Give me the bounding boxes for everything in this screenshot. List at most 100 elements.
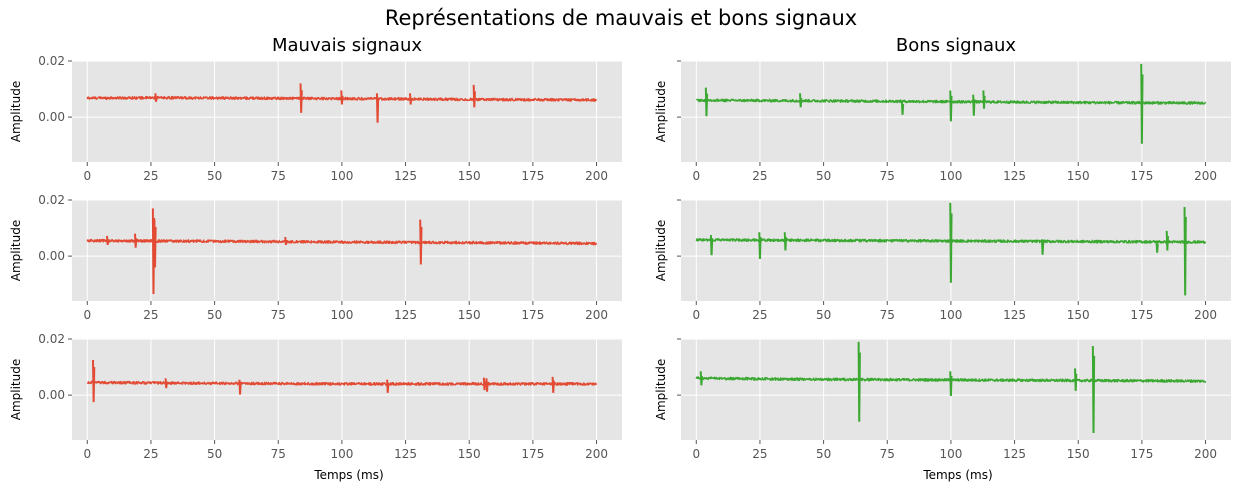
signal-spike <box>949 90 953 122</box>
signal-spike <box>134 233 138 248</box>
y-axis-label: Amplitude <box>654 81 668 143</box>
y-axis-label: Amplitude <box>9 220 23 282</box>
x-tick-label: 50 <box>816 169 831 183</box>
plot-area <box>72 339 622 440</box>
y-axis-label: Amplitude <box>9 359 23 421</box>
signal-spike <box>972 94 976 116</box>
x-tick-label: 0 <box>83 447 91 461</box>
y-axis-label: Amplitude <box>654 359 668 421</box>
x-axis-label: Temps (ms) <box>313 468 383 482</box>
x-tick-label: 0 <box>692 447 700 461</box>
plot-area <box>681 200 1231 301</box>
x-tick-label: 50 <box>207 308 222 322</box>
y-tick-label: 0.02 <box>38 54 65 68</box>
x-tick-label: 25 <box>752 308 767 322</box>
x-tick-label: 50 <box>207 169 222 183</box>
x-axis-label: Temps (ms) <box>922 468 992 482</box>
x-tick-label: 200 <box>1194 169 1217 183</box>
x-tick-label: 200 <box>1194 447 1217 461</box>
panel-bad-1: 0 25 50 75 100 125 150 175 200 0.00 0.02 Amplitude <box>9 54 622 183</box>
signal-spike <box>238 379 242 395</box>
x-tick-label: 200 <box>585 308 608 322</box>
y-tick-label: 0.00 <box>38 110 65 124</box>
signal-spike <box>949 371 953 396</box>
y-tick-label: 0.00 <box>38 388 65 402</box>
signal-spike <box>419 219 423 265</box>
y-axis-label: Amplitude <box>9 81 23 143</box>
signal-spike <box>299 83 303 113</box>
x-tick-label: 175 <box>521 447 544 461</box>
signal-spike <box>1165 230 1169 251</box>
y-tick-label: 0.00 <box>38 249 65 263</box>
signal-spike <box>857 341 861 422</box>
x-tick-label: 25 <box>752 169 767 183</box>
x-tick-label: 75 <box>880 308 895 322</box>
signal-spike <box>409 93 413 105</box>
x-tick-label: 100 <box>330 308 353 322</box>
signal-spike <box>699 371 704 386</box>
x-tick-label: 200 <box>585 169 608 183</box>
x-tick-label: 125 <box>394 447 417 461</box>
x-tick-label: 100 <box>939 447 962 461</box>
signal-spike <box>154 93 158 102</box>
signal-spike <box>284 236 288 246</box>
x-tick-label: 100 <box>330 169 353 183</box>
signal-spike <box>386 379 390 393</box>
signal-spike <box>92 360 96 403</box>
x-tick-label: 125 <box>1003 447 1026 461</box>
signal-spike <box>799 93 803 108</box>
signal-spike <box>783 232 788 251</box>
signal-spike <box>375 93 380 123</box>
x-tick-label: 175 <box>521 169 544 183</box>
plot-area <box>681 339 1231 440</box>
x-tick-label: 75 <box>271 169 286 183</box>
signal-spike <box>758 232 762 259</box>
signal-spike <box>709 235 714 256</box>
y-tick-label: 0.02 <box>38 193 65 207</box>
signal-spike <box>1091 346 1096 433</box>
signal-spike <box>1155 240 1159 253</box>
signal-spike <box>704 87 709 117</box>
plot-area <box>72 200 622 301</box>
x-tick-label: 0 <box>692 308 700 322</box>
signal-spike <box>949 202 953 283</box>
x-tick-label: 75 <box>271 308 286 322</box>
plot-area <box>681 61 1231 162</box>
signal-spike <box>340 90 344 105</box>
column-title-bad: Mauvais signaux <box>271 35 423 56</box>
x-tick-label: 75 <box>271 447 286 461</box>
x-tick-label: 50 <box>816 447 831 461</box>
x-tick-label: 125 <box>1003 308 1026 322</box>
x-tick-label: 25 <box>143 169 158 183</box>
x-tick-label: 0 <box>83 169 91 183</box>
x-tick-label: 175 <box>1130 447 1153 461</box>
x-tick-label: 125 <box>1003 169 1026 183</box>
x-tick-label: 50 <box>816 308 831 322</box>
x-tick-label: 175 <box>1130 169 1153 183</box>
x-tick-label: 75 <box>880 447 895 461</box>
signal-trace <box>86 238 598 246</box>
panel-good-1: 0 25 50 75 100 125 150 175 200 Amplitude <box>654 60 1231 183</box>
signal-spike <box>551 376 555 393</box>
signal-trace <box>86 380 597 386</box>
signal-spike <box>485 378 489 392</box>
plot-area <box>72 61 622 162</box>
signal-spike <box>900 100 905 115</box>
panel-bad-3: 0 25 50 75 100 125 150 175 200 0.00 0.02 Amplitude T… <box>9 332 622 482</box>
column-title-good: Bons signaux <box>895 35 1017 56</box>
x-tick-label: 0 <box>83 308 91 322</box>
x-tick-label: 150 <box>458 447 481 461</box>
x-tick-label: 150 <box>458 169 481 183</box>
x-tick-label: 175 <box>1130 308 1153 322</box>
panel-good-3: 0 25 50 75 100 125 150 175 200 Amplitude Temps (ms… <box>654 338 1231 482</box>
panel-good-2: 0 25 50 75 100 125 150 175 200 Amplitude <box>654 199 1231 322</box>
signal-spike <box>482 377 487 391</box>
x-tick-label: 75 <box>880 169 895 183</box>
signal-spike <box>982 90 986 109</box>
x-tick-label: 200 <box>585 447 608 461</box>
x-tick-label: 125 <box>394 169 417 183</box>
x-tick-label: 150 <box>1067 169 1090 183</box>
x-tick-label: 100 <box>939 308 962 322</box>
